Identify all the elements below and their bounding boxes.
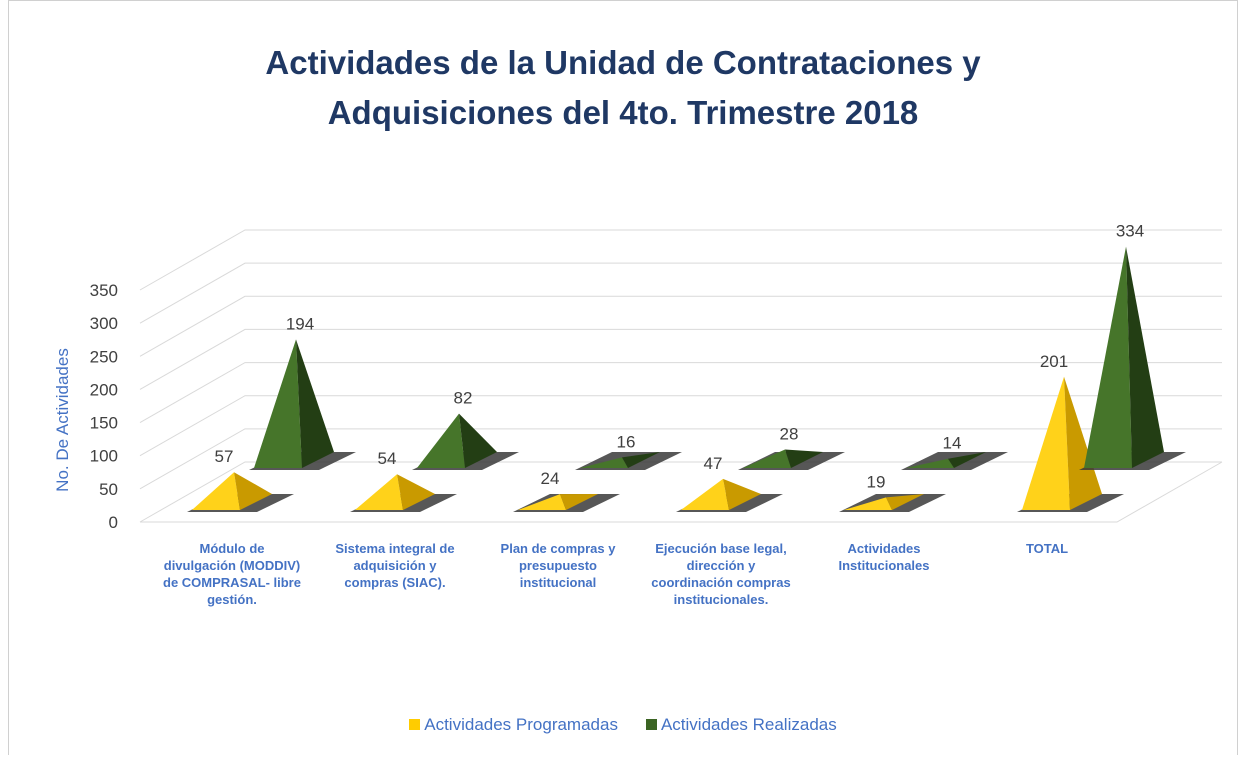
y-axis-title: No. De Actividades — [53, 348, 72, 492]
grid-line — [139, 395, 1222, 457]
x-tick-label: Ejecución base legal, dirección y coordi… — [651, 541, 791, 607]
legend-swatch — [645, 719, 657, 730]
pyramid-right-face — [459, 413, 497, 468]
pyramid — [355, 474, 435, 510]
pyramid-right-face — [234, 472, 272, 510]
pyramid-right-face — [785, 449, 823, 468]
grid-line — [139, 428, 1222, 490]
pyramid — [844, 494, 924, 510]
pyramid — [1084, 246, 1164, 468]
pyramid-left-face — [906, 458, 954, 468]
value-label: 16 — [617, 432, 636, 451]
legend: Actividades Programadas Actividades Reali… — [0, 715, 1246, 735]
y-tick-label: 200 — [90, 380, 118, 399]
pyramid — [1022, 376, 1102, 510]
pyramid-left-face — [1022, 376, 1070, 510]
value-label: 54 — [378, 449, 397, 468]
pyramid-left-face — [580, 457, 628, 468]
legend-label: Actividades Programadas — [424, 715, 618, 734]
grid-line — [139, 262, 1222, 324]
pyramid-left-face — [254, 339, 302, 468]
x-tick-label: TOTAL — [1025, 541, 1069, 556]
pyramid — [743, 449, 823, 468]
legend-item: Actividades Realizadas — [645, 715, 837, 735]
chart-title: Actividades de la Unidad de Contratacion… — [265, 44, 981, 131]
pyramid-left-face — [417, 413, 465, 468]
x-tick-label: Módulo de divulgación (MODDIV) de COMPRA… — [163, 541, 301, 607]
pyramid-left-face — [355, 474, 403, 510]
x-tick-label: Sistema integral de adquisición y compra… — [335, 541, 455, 590]
value-label: 47 — [704, 454, 723, 473]
pyramid — [906, 452, 986, 468]
pyramid-left-face — [1084, 246, 1132, 468]
pyramid-right-face — [723, 478, 761, 510]
legend-swatch — [409, 719, 421, 730]
y-tick-label: 250 — [90, 347, 118, 366]
value-label: 82 — [454, 389, 473, 408]
pyramid — [192, 472, 272, 510]
floor — [139, 461, 1222, 523]
pyramid — [681, 478, 761, 510]
pyramid-right-face — [622, 452, 660, 468]
legend-item: Actividades Programadas — [409, 715, 618, 735]
pyramid — [254, 339, 334, 468]
y-tick-label: 0 — [109, 513, 118, 532]
x-tick-label: Actividades Institucionales — [838, 541, 930, 573]
pyramid-left-face — [681, 478, 729, 510]
pyramid-right-face — [886, 494, 924, 510]
pyramid-right-face — [397, 474, 435, 510]
grid-line — [139, 362, 1222, 424]
x-tick-label: Plan de compras y presupuesto institucio… — [500, 541, 616, 590]
pyramid-left-face — [743, 449, 791, 468]
y-tick-label: 100 — [90, 447, 118, 466]
legend-label: Actividades Realizadas — [660, 715, 837, 734]
value-label: 24 — [541, 469, 560, 488]
pyramid-right-face — [1126, 246, 1164, 468]
grid-line — [139, 295, 1222, 357]
value-label: 19 — [867, 472, 886, 491]
value-label: 334 — [1116, 222, 1144, 241]
pyramid-left-face — [844, 497, 892, 510]
pyramid-right-face — [296, 339, 334, 468]
pyramid — [417, 413, 497, 468]
y-tick-label: 150 — [90, 414, 118, 433]
value-label: 194 — [286, 314, 314, 333]
pyramid-left-face — [518, 494, 566, 510]
y-tick-label: 300 — [90, 314, 118, 333]
value-label: 28 — [780, 424, 799, 443]
pyramid-right-face — [560, 494, 598, 510]
value-label: 57 — [215, 447, 234, 466]
grid-line — [139, 328, 1222, 390]
y-tick-label: 350 — [90, 281, 118, 300]
pyramid — [518, 494, 598, 510]
value-label: 201 — [1040, 352, 1068, 371]
grid-line — [139, 229, 1222, 291]
y-tick-label: 50 — [99, 480, 118, 499]
pyramid-right-face — [948, 452, 986, 468]
pyramid-left-face — [192, 472, 240, 510]
floor-edge — [140, 461, 1223, 523]
chart-frame — [8, 0, 1238, 755]
pyramid-right-face — [1064, 376, 1102, 510]
pyramid — [580, 452, 660, 468]
value-label: 14 — [943, 434, 962, 453]
